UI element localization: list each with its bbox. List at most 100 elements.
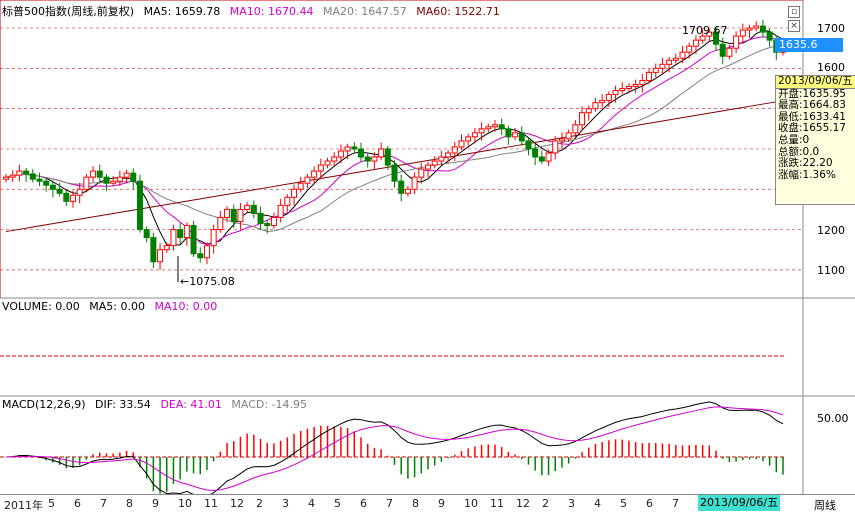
candles — [3, 19, 786, 270]
candle-body — [605, 94, 612, 102]
candle-body — [719, 43, 726, 57]
time-axis-label: 6 — [74, 497, 81, 510]
candle-body — [358, 148, 365, 158]
info-high: 最高:1664.83 — [778, 99, 846, 112]
candle-body — [43, 180, 50, 186]
time-axis-label: 3 — [568, 497, 575, 510]
time-axis-label: 10 — [464, 497, 478, 510]
candle-body — [157, 249, 164, 263]
candle-body — [639, 79, 646, 85]
candle-body — [150, 237, 157, 263]
candle-body — [63, 192, 70, 202]
candle-body — [525, 140, 532, 150]
info-amount: 总额:0.0 — [778, 145, 820, 158]
candle-body — [103, 176, 110, 184]
candle-body — [746, 27, 753, 31]
time-axis-label: 11 — [204, 497, 218, 510]
candle-body — [679, 51, 686, 59]
time-axis-label: 5 — [48, 497, 55, 510]
time-axis-label: 4 — [308, 497, 315, 510]
candle-body — [471, 132, 478, 138]
high-annotation: 1709.67 — [682, 24, 728, 37]
candle-body — [666, 59, 673, 65]
candle-body — [445, 152, 452, 158]
candle-body — [451, 146, 458, 154]
candle-body — [364, 156, 371, 162]
dif-readout: DIF: 33.54 — [95, 398, 151, 411]
candle-body — [384, 148, 391, 166]
candle-body — [458, 140, 465, 148]
time-axis-label: 5 — [334, 497, 341, 510]
candle-body — [96, 170, 103, 178]
candle-body — [532, 148, 539, 158]
candle-body — [579, 112, 586, 126]
candle-body — [431, 160, 438, 166]
candle-body — [659, 63, 666, 69]
time-axis-label: 9 — [152, 497, 159, 510]
ma20-readout: MA20: 1647.57 — [323, 5, 407, 18]
price-header: 标普500指数(周线,前复权) MA5: 1659.78 MA10: 1670.… — [2, 5, 506, 19]
macd-header: MACD(12,26,9) DIF: 33.54 DEA: 41.01 MACD… — [2, 398, 313, 412]
time-axis-label: 9 — [438, 497, 445, 510]
candle-body — [244, 204, 251, 210]
ma60-readout: MA60: 1522.71 — [416, 5, 500, 18]
candle-body — [16, 170, 23, 176]
candle-body — [123, 172, 130, 178]
chart-title: 标普500指数(周线,前复权) — [2, 5, 135, 18]
candle-body — [411, 176, 418, 190]
volume-readout: VOLUME: 0.00 — [2, 300, 80, 313]
restore-icon[interactable]: ▫ — [788, 6, 800, 18]
time-axis-label: 7 — [100, 497, 107, 510]
candle-body — [116, 176, 123, 182]
candle-body — [110, 180, 117, 184]
candle-body — [83, 176, 90, 190]
candle-body — [424, 164, 431, 170]
candle-body — [23, 170, 30, 175]
data-window: 2013/09/06/五 开盘:1635.95 最高:1664.83 最低:16… — [775, 75, 855, 205]
candle-body — [304, 176, 311, 184]
candle-body — [538, 156, 545, 162]
time-axis-label: 8 — [126, 497, 133, 510]
candle-body — [558, 138, 565, 142]
time-axis: 2011年 5 6 7 8 9 10 11 12 2 3 4 5 6 7 8 9 10 11 12 2 3 4 5 6 7 — [0, 494, 855, 516]
candle-body — [183, 225, 190, 239]
candle-body — [766, 31, 773, 41]
dea-line — [5, 406, 784, 492]
time-axis-label: 3 — [282, 497, 289, 510]
candle-body — [324, 160, 331, 166]
candle-body — [130, 172, 137, 182]
time-axis-label: 2 — [256, 497, 263, 510]
info-close: 收盘:1655.17 — [778, 122, 846, 135]
candle-body — [378, 148, 385, 158]
candle-body — [518, 132, 525, 142]
candle-body — [237, 208, 244, 222]
time-axis-label: 2 — [542, 497, 549, 510]
close-icon[interactable]: × — [788, 20, 800, 32]
y-tick-1600: 1600 — [817, 61, 845, 74]
time-axis-label: 5 — [620, 497, 627, 510]
candle-body — [250, 204, 257, 214]
candle-body — [264, 223, 271, 227]
candle-body — [733, 35, 740, 49]
candle-body — [465, 136, 472, 142]
volume-ma10-readout: MA10: 0.00 — [154, 300, 218, 313]
candle-body — [545, 152, 552, 162]
candle-body — [311, 170, 318, 178]
candle-body — [90, 170, 97, 178]
ma5-readout: MA5: 1659.78 — [143, 5, 221, 18]
candle-body — [404, 188, 411, 194]
candle-body — [69, 194, 76, 202]
candle-body — [217, 216, 224, 231]
ma10-line — [5, 36, 784, 245]
volume-ma5-readout: MA5: 0.00 — [89, 300, 145, 313]
candle-body — [478, 128, 485, 134]
period-button[interactable]: 周线 — [814, 499, 836, 512]
candle-body — [177, 229, 184, 239]
candle-body — [491, 124, 498, 128]
candle-body — [512, 132, 519, 138]
candle-body — [203, 245, 210, 259]
info-change-pct: 涨幅:1.36% — [778, 168, 836, 181]
candle-body — [699, 35, 706, 41]
candle-body — [612, 90, 619, 96]
candle-body — [297, 182, 304, 190]
